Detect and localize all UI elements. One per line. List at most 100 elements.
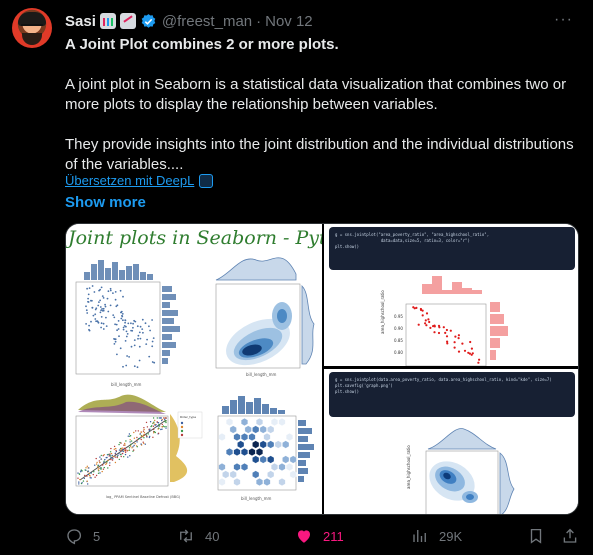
red-scatter-point — [442, 326, 445, 329]
scatter-point — [85, 309, 88, 312]
hexbin-cell — [286, 433, 293, 441]
red-scatter-point — [412, 306, 415, 309]
scatter-point — [130, 322, 132, 325]
hue-point — [152, 436, 154, 438]
hue-point — [147, 433, 149, 435]
svg-text:0.95: 0.95 — [394, 314, 403, 319]
scatter-point — [137, 334, 140, 337]
red-scatter-point — [468, 352, 471, 355]
share-button[interactable] — [561, 526, 589, 546]
svg-text:0.80: 0.80 — [394, 350, 403, 355]
red-scatter-point — [445, 328, 448, 332]
red-scatter-point — [444, 331, 447, 334]
retweet-button[interactable]: 40 — [177, 526, 219, 546]
hue-point — [85, 467, 87, 469]
hue-point — [100, 458, 102, 460]
hue-point — [100, 468, 102, 470]
scatter-point — [109, 289, 112, 292]
hexbin-cell — [218, 433, 226, 441]
hue-point — [127, 456, 129, 458]
avatar[interactable] — [12, 8, 52, 48]
hue-point — [106, 461, 108, 463]
hue-point — [136, 436, 138, 439]
hexbin-cell — [222, 470, 230, 479]
scatter-point — [142, 331, 144, 334]
red-scatter-point — [453, 341, 456, 344]
hue-point — [131, 447, 133, 449]
scatter-point — [132, 326, 134, 329]
hue-point — [125, 449, 127, 451]
red-scatter-point — [427, 318, 430, 321]
scatter-point — [136, 325, 139, 328]
hue-point — [124, 451, 127, 453]
hue-point — [122, 448, 124, 451]
hue-point — [103, 454, 105, 456]
tweet-date[interactable]: Nov 12 — [265, 12, 313, 30]
hue-point — [116, 456, 118, 459]
hue-point — [149, 421, 152, 423]
hue-point — [97, 469, 99, 471]
scatter-point — [88, 287, 91, 289]
red-scatter-point — [425, 324, 428, 327]
scatter-point — [126, 333, 129, 335]
show-more-link[interactable]: Show more — [65, 194, 146, 211]
author-name[interactable]: Sasi — [65, 12, 96, 30]
hue-point — [143, 427, 145, 429]
hexbin-cell — [233, 448, 241, 456]
hue-point — [136, 439, 138, 441]
hue-point — [124, 442, 126, 445]
scatter-point — [122, 326, 125, 329]
author-handle[interactable]: @freest_man — [161, 12, 253, 30]
reply-button[interactable]: 5 — [65, 526, 100, 546]
hue-point — [115, 447, 117, 450]
hue-point — [100, 454, 102, 457]
hexbin-cell — [256, 418, 263, 426]
translate-link[interactable]: Übersetzen mit DeepL — [65, 173, 214, 188]
reply-icon — [67, 529, 82, 545]
hue-point — [103, 460, 105, 462]
bookmark-button[interactable] — [527, 526, 555, 546]
hexbin-cell — [259, 425, 267, 434]
hue-point — [123, 447, 125, 449]
hue-point — [160, 417, 162, 419]
scatter-point — [114, 340, 117, 343]
hue-point — [130, 443, 132, 445]
hexbin-cell — [278, 463, 286, 471]
scatter-point — [138, 345, 141, 348]
like-button[interactable]: 211 — [295, 526, 344, 546]
hue-point — [137, 438, 140, 440]
scatter-point — [86, 287, 88, 290]
hue-point — [125, 440, 127, 442]
scatter-joint-plot: bill_length_mm — [75, 260, 180, 387]
scatter-point — [134, 320, 137, 323]
scatter-point — [100, 309, 102, 312]
hue-point — [90, 472, 92, 474]
hue-point — [140, 443, 142, 445]
hue-point — [137, 430, 139, 432]
hue-point — [142, 435, 144, 438]
hue-point — [135, 445, 138, 447]
hue-point — [114, 452, 117, 454]
hue-point — [161, 419, 163, 422]
tweet-media[interactable]: Joint plots in Seaborn - Pytho bill_leng… — [65, 223, 579, 515]
scatter-point — [113, 316, 116, 319]
hue-point — [158, 424, 160, 426]
hue-point — [120, 455, 122, 458]
hue-point — [148, 429, 151, 432]
scatter-point — [97, 321, 100, 324]
scatter-point — [122, 295, 124, 298]
share-icon — [563, 528, 577, 543]
red-scatter-point — [421, 314, 424, 317]
hue-point — [86, 465, 88, 467]
hue-point — [134, 443, 136, 445]
hue-point — [81, 482, 83, 484]
more-options-icon[interactable]: ··· — [554, 11, 573, 28]
hue-point — [114, 456, 116, 458]
hue-point — [94, 464, 96, 466]
tweet-paragraph-2: They provide insights into the joint dis… — [65, 136, 574, 173]
views-button[interactable]: 29K — [411, 526, 462, 546]
hue-point — [121, 452, 124, 455]
hue-point — [142, 430, 145, 432]
hue-point — [162, 425, 165, 427]
hue-point — [118, 443, 120, 446]
